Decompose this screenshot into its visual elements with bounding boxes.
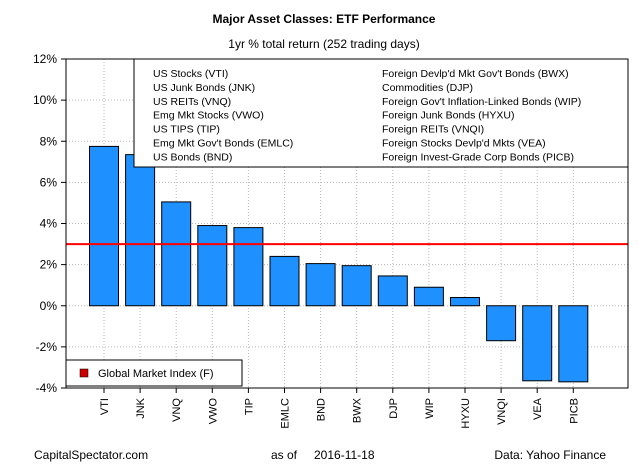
bar-bnd	[305, 263, 336, 307]
y-tick-label: 10%	[33, 93, 57, 107]
footer-as-of-label: as of	[271, 448, 298, 462]
bar-tip	[233, 227, 264, 307]
axes: -4% -2% 0% 2% 4% 6% 8% 10% 12% VTI JNK VNQ VWO TIP EML…	[33, 52, 580, 429]
x-tick-label-picb: PICB	[568, 398, 580, 424]
footer-as-of-date: 2016-11-18	[314, 448, 375, 462]
legend-entry: US Junk Bonds (JNK)	[153, 82, 255, 94]
y-tick-label: -2%	[36, 340, 58, 354]
x-tick-label-vnq: VNQ	[171, 398, 183, 422]
bar-vnqi	[486, 305, 517, 342]
legend-entry: Foreign REITs (VNQI)	[382, 124, 484, 136]
x-tick-label-vea: VEA	[532, 397, 544, 420]
footer-source-right: Data: Yahoo Finance	[494, 448, 606, 462]
legend-entry: US Stocks (VTI)	[153, 68, 228, 80]
legend-entry: Emg Mkt Stocks (VWO)	[153, 110, 264, 122]
chart-title: Major Asset Classes: ETF Performance	[213, 12, 436, 26]
bar-bwx	[341, 265, 372, 307]
x-tick-label-wip: WIP	[424, 398, 436, 419]
bar-picb	[558, 305, 589, 383]
legend-entry: Emg Mkt Gov't Bonds (EMLC)	[153, 138, 293, 150]
footer-source-left: CapitalSpectator.com	[34, 448, 148, 462]
y-tick-label: 4%	[40, 217, 58, 231]
bar-vea	[522, 305, 553, 382]
plot-frame	[65, 58, 629, 389]
chart-subtitle: 1yr % total return (252 trading days)	[228, 37, 419, 51]
x-tick-label-vwo: VWO	[207, 398, 219, 425]
legend-entry: US TIPS (TIP)	[153, 124, 220, 136]
y-tick-label: 12%	[33, 52, 57, 66]
etf-legend: US Stocks (VTI) US Junk Bonds (JNK) US REI…	[133, 58, 629, 168]
x-tick-label-vnqi: VNQI	[496, 398, 508, 425]
x-tick-label-tip: TIP	[243, 398, 255, 415]
bar-emlc	[269, 255, 300, 307]
y-tick-label: 2%	[40, 258, 58, 272]
x-tick-label-bwx: BWX	[352, 397, 364, 423]
bar-jnk	[125, 154, 156, 307]
x-tick-label-emlc: EMLC	[280, 398, 292, 429]
bar-wip	[413, 286, 444, 307]
legend-entry: US REITs (VNQ)	[153, 96, 231, 108]
market-index-legend-label: Global Market Index (F)	[98, 368, 214, 380]
bars	[89, 145, 589, 383]
y-tick-label: 8%	[40, 134, 58, 148]
legend-entry: Foreign Devlp'd Mkt Gov't Bonds (BWX)	[382, 68, 569, 80]
x-tick-label-hyxu: HYXU	[460, 398, 472, 429]
bar-vti	[89, 145, 119, 307]
legend-entry: Foreign Invest-Grade Corp Bonds (PICB)	[382, 151, 574, 163]
legend-entry: Foreign Gov't Inflation-Linked Bonds (WI…	[382, 96, 581, 108]
y-tick-label: 0%	[40, 299, 58, 313]
y-tick-label: -4%	[36, 381, 58, 395]
x-tick-label-djp: DJP	[388, 398, 400, 419]
legend-entry: US Bonds (BND)	[153, 151, 232, 163]
legend-entry: Foreign Junk Bonds (HYXU)	[382, 110, 514, 122]
legend-entry: Commodities (DJP)	[382, 82, 473, 94]
x-tick-label-vti: VTI	[99, 398, 111, 415]
y-tick-label: 6%	[40, 175, 58, 189]
x-tick-label-bnd: BND	[316, 398, 328, 421]
bar-vnq	[161, 201, 192, 307]
market-index-legend-swatch	[79, 368, 89, 378]
bar-vwo	[197, 225, 228, 307]
legend-entry: Foreign Stocks Devlp'd Mkts (VEA)	[382, 138, 546, 150]
x-tick-label-jnk: JNK	[135, 397, 147, 418]
bar-djp	[377, 275, 408, 307]
market-index-legend: Global Market Index (F)	[65, 359, 243, 387]
etf-legend-box	[133, 58, 629, 168]
bar-hyxu	[450, 297, 480, 307]
